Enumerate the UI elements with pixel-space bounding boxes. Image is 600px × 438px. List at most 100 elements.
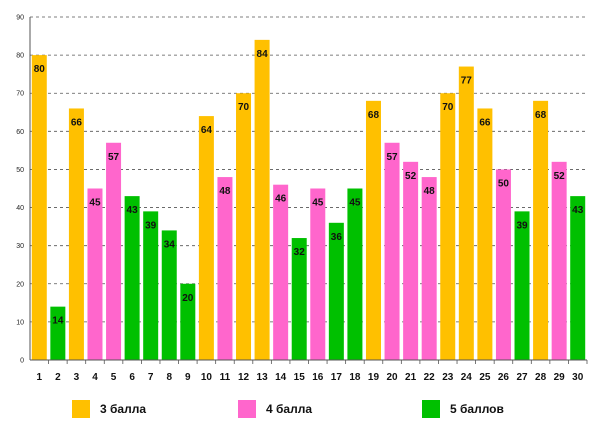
bar — [551, 161, 567, 360]
bar — [310, 188, 326, 360]
bars — [31, 39, 586, 361]
bar — [440, 93, 456, 360]
y-tick-label: 60 — [16, 129, 24, 136]
bar — [328, 222, 344, 360]
x-tick-label: 13 — [257, 372, 269, 383]
data-label: 20 — [182, 293, 194, 304]
legend-item-4: 4 балла — [238, 400, 312, 418]
bar — [217, 177, 233, 360]
data-labels: 80 14 66 45 57 43 39 34 20 64 48 70 84 46 32 45 36 45 68 57… — [34, 49, 584, 327]
x-tick-label: 22 — [424, 372, 436, 383]
y-tick-label: 90 — [16, 15, 24, 22]
bar — [87, 188, 103, 360]
data-label: 68 — [368, 110, 380, 121]
bar — [124, 196, 140, 360]
data-label: 45 — [349, 198, 361, 209]
bar — [50, 306, 66, 360]
data-label: 32 — [294, 247, 306, 258]
bar — [458, 66, 474, 361]
data-label: 50 — [498, 178, 510, 189]
y-tick-label: 70 — [16, 91, 24, 98]
x-tick-label: 23 — [442, 372, 454, 383]
data-label: 45 — [89, 198, 101, 209]
data-label: 45 — [312, 198, 324, 209]
data-label: 39 — [516, 220, 528, 231]
x-tick-label: 19 — [368, 372, 380, 383]
grid-lines — [30, 16, 587, 323]
x-tick-label: 17 — [331, 372, 343, 383]
x-tick-label: 27 — [516, 372, 528, 383]
bar — [68, 108, 84, 360]
bar — [236, 93, 252, 360]
legend: 3 балла 4 балла 5 баллов — [0, 400, 600, 424]
data-label: 39 — [145, 220, 157, 231]
bar — [514, 211, 530, 360]
data-label: 80 — [34, 64, 46, 75]
bar — [31, 55, 47, 360]
bar — [291, 238, 307, 360]
bar — [570, 196, 586, 360]
legend-swatch-3 — [72, 400, 90, 418]
bar — [254, 39, 270, 360]
legend-label-3: 3 балла — [100, 402, 147, 416]
bar — [384, 142, 400, 360]
x-tick-label: 5 — [111, 372, 117, 383]
legend-item-5: 5 баллов — [422, 400, 504, 418]
data-label: 57 — [386, 152, 398, 163]
data-label: 34 — [164, 239, 176, 250]
x-tick-label: 14 — [275, 372, 287, 383]
data-label: 66 — [71, 117, 83, 128]
x-tick-label: 30 — [572, 372, 584, 383]
bar — [533, 100, 549, 360]
legend-label-5: 5 баллов — [450, 402, 504, 416]
x-tick-label: 29 — [554, 372, 566, 383]
y-axis-ticks: 0 10 20 30 40 50 60 70 80 90 — [16, 15, 24, 365]
x-tick-label: 20 — [386, 372, 398, 383]
data-label: 46 — [275, 194, 287, 205]
bar — [106, 142, 122, 360]
y-tick-label: 40 — [16, 205, 24, 212]
x-tick-label: 7 — [148, 372, 154, 383]
x-tick-label: 8 — [166, 372, 172, 383]
bar — [365, 100, 381, 360]
data-label: 70 — [238, 102, 250, 113]
data-label: 84 — [257, 49, 269, 60]
axes — [29, 17, 587, 361]
x-tick-label: 28 — [535, 372, 547, 383]
x-tick-label: 4 — [92, 372, 98, 383]
y-tick-label: 80 — [16, 53, 24, 60]
bar — [403, 161, 419, 360]
y-tick-label: 30 — [16, 243, 24, 250]
x-tick-label: 21 — [405, 372, 417, 383]
x-tick-label: 6 — [129, 372, 135, 383]
x-tick-label: 1 — [37, 372, 43, 383]
data-label: 70 — [442, 102, 454, 113]
x-tick-label: 3 — [74, 372, 80, 383]
y-tick-label: 10 — [16, 319, 24, 326]
y-tick-label: 50 — [16, 167, 24, 174]
data-label: 77 — [461, 76, 473, 87]
data-label: 68 — [535, 110, 547, 121]
bar — [421, 177, 437, 360]
data-label: 36 — [331, 232, 343, 243]
x-tick-label: 25 — [479, 372, 491, 383]
legend-label-4: 4 балла — [266, 402, 313, 416]
bar — [143, 211, 159, 360]
x-tick-label: 26 — [498, 372, 510, 383]
y-tick-label: 20 — [16, 281, 24, 288]
x-tick-label: 18 — [349, 372, 361, 383]
bar — [180, 283, 196, 360]
x-axis-ticks: 1 2 3 4 5 6 7 8 9 10 11 12 13 14 15 16 17 18 19 20 21 22 23 24 2… — [37, 360, 588, 383]
data-label: 14 — [52, 316, 64, 327]
data-label: 57 — [108, 152, 120, 163]
x-tick-label: 10 — [201, 372, 213, 383]
legend-swatch-5 — [422, 400, 440, 418]
x-tick-label: 2 — [55, 372, 61, 383]
data-label: 43 — [127, 205, 139, 216]
data-label: 48 — [219, 186, 231, 197]
bar — [161, 230, 177, 360]
bar — [347, 188, 363, 360]
bar — [495, 169, 511, 360]
